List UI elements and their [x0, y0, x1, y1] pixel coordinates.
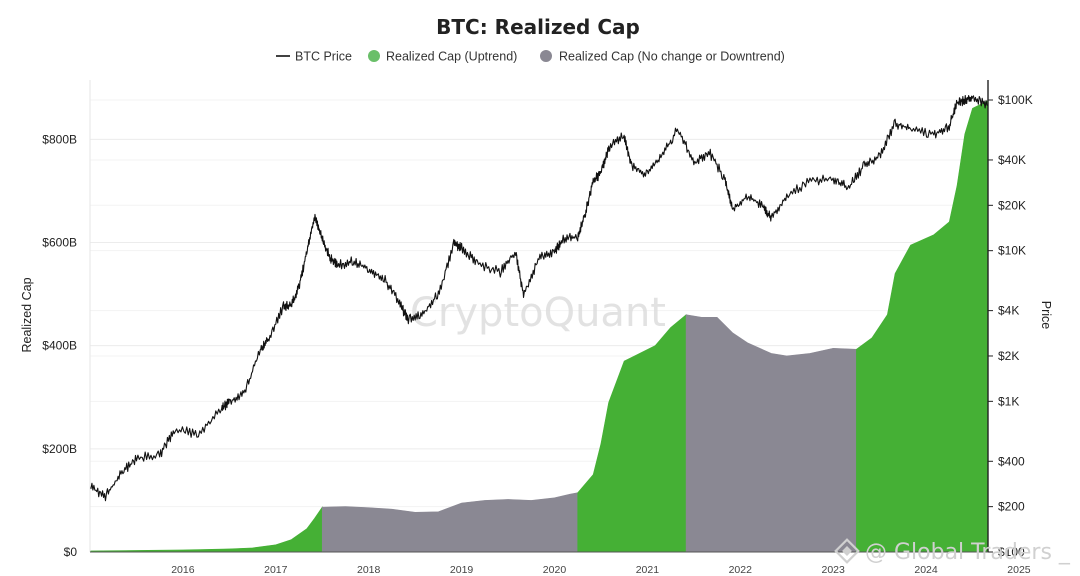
right-tick-label-9: $100K — [998, 93, 1033, 107]
x-axis-ticks: 2016 2017 2018 2019 2020 2021 2022 2023 2024 2025 — [171, 564, 1031, 576]
right-axis-title: Price — [1039, 301, 1053, 330]
right-tick-label-5: $4K — [998, 304, 1019, 318]
left-tick-label-3: $600B — [42, 235, 77, 249]
left-axis-ticks: $0 $200B $400B $600B $800B — [42, 132, 77, 559]
left-tick-label-0: $0 — [64, 545, 78, 559]
left-tick-label-1: $200B — [42, 442, 77, 456]
x-tick-label-2017: 2017 — [264, 564, 288, 576]
credit-badge: @ Global Traders _ — [834, 538, 1071, 565]
area-segment-3 — [685, 314, 857, 552]
left-axis-title: Realized Cap — [20, 277, 34, 352]
x-tick-label-2025: 2025 — [1007, 564, 1031, 576]
right-tick-label-6: $10K — [998, 244, 1026, 258]
right-axis-ticks: $100 $200 $400 $1K $2K $4K $10K $20K $40K $100K — [988, 93, 1033, 559]
legend-price-label[interactable]: BTC Price — [295, 50, 352, 64]
price-line — [90, 94, 988, 502]
right-tick-label-7: $20K — [998, 198, 1026, 212]
area-segment-0 — [90, 506, 323, 552]
x-tick-label-2023: 2023 — [821, 564, 845, 576]
x-tick-label-2021: 2021 — [636, 564, 660, 576]
price-series — [90, 94, 988, 502]
area-segment-1 — [321, 492, 579, 552]
left-tick-label-4: $800B — [42, 132, 77, 146]
diamond-core-icon — [842, 546, 852, 556]
left-tick-label-2: $400B — [42, 339, 77, 353]
area-segment-2 — [577, 314, 687, 552]
right-tick-label-0: $100 — [998, 545, 1025, 559]
right-tick-label-4: $2K — [998, 349, 1019, 363]
x-tick-label-2016: 2016 — [171, 564, 195, 576]
x-tick-label-2022: 2022 — [729, 564, 753, 576]
legend-uptrend-swatch — [368, 50, 380, 62]
legend-uptrend-label[interactable]: Realized Cap (Uptrend) — [386, 50, 517, 64]
right-tick-label-2: $400 — [998, 454, 1025, 468]
legend: BTC Price Realized Cap (Uptrend) Realize… — [276, 50, 785, 64]
x-tick-label-2019: 2019 — [450, 564, 474, 576]
x-tick-label-2020: 2020 — [543, 564, 567, 576]
legend-downtrend-swatch — [540, 50, 552, 62]
credit-text: @ Global Traders _ — [865, 540, 1071, 565]
right-tick-label-3: $1K — [998, 394, 1019, 408]
area-segment-4 — [856, 100, 988, 552]
chart-title: BTC: Realized Cap — [436, 15, 640, 39]
x-tick-label-2018: 2018 — [357, 564, 381, 576]
legend-downtrend-label[interactable]: Realized Cap (No change or Downtrend) — [559, 50, 785, 64]
x-tick-label-2024: 2024 — [914, 564, 938, 576]
diamond-icon — [834, 538, 860, 564]
right-tick-label-8: $40K — [998, 153, 1026, 167]
watermark: CryptoQuant — [410, 290, 666, 336]
gridlines — [90, 99, 988, 553]
right-tick-label-1: $200 — [998, 500, 1025, 514]
realized-cap-areas — [90, 100, 988, 552]
